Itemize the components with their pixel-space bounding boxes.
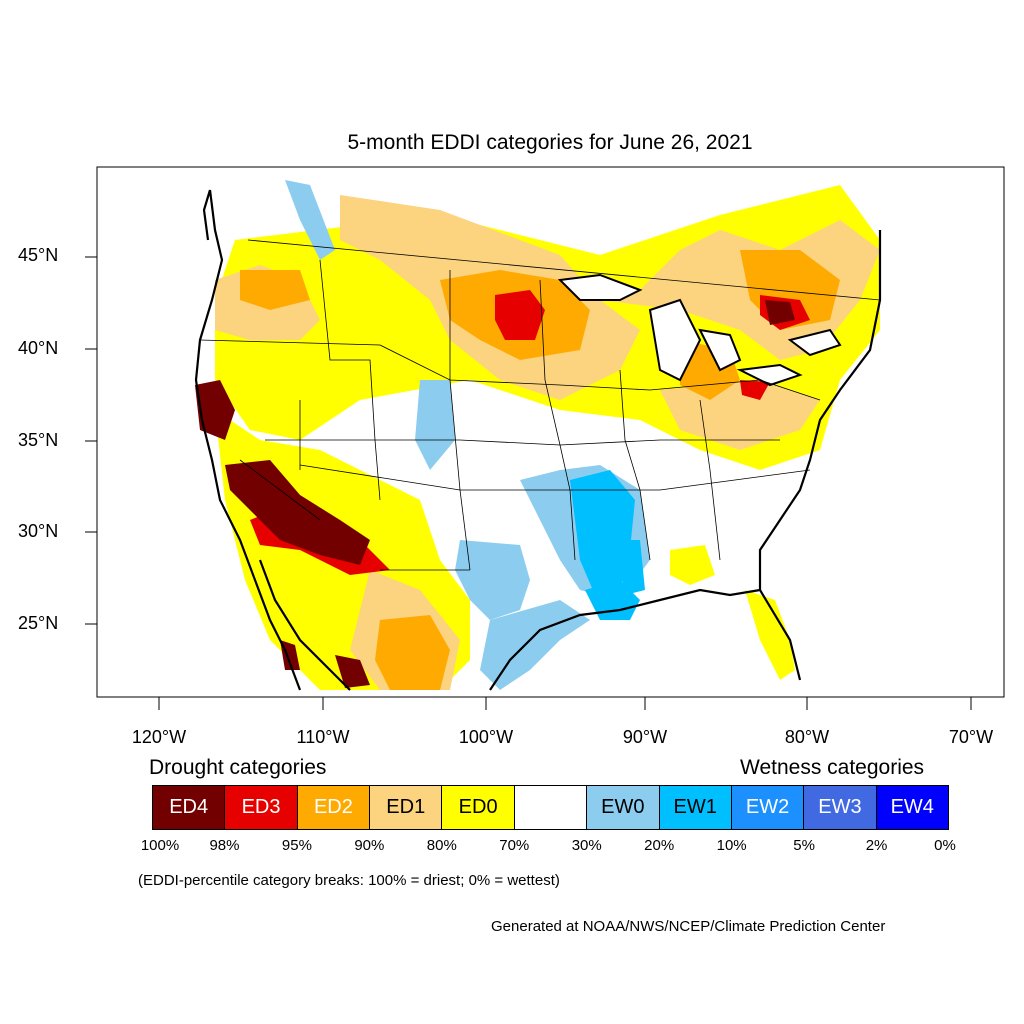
legend-swatch: EW0 xyxy=(587,786,660,829)
legend-swatch: ED2 xyxy=(297,786,371,829)
eddi-map xyxy=(85,166,1005,710)
ew0-texas xyxy=(455,540,530,620)
break-label: 5% xyxy=(793,837,815,854)
state-borders xyxy=(199,239,881,571)
wetness-heading: Wetness categories xyxy=(740,756,925,779)
break-label: 30% xyxy=(571,837,602,854)
legend-swatch: EW3 xyxy=(804,786,877,829)
drought-heading: Drought categories xyxy=(149,756,327,779)
map-frame xyxy=(96,166,1005,698)
lon-label: 100°W xyxy=(458,727,514,747)
breaks-note: (EDDI-percentile category breaks: 100% =… xyxy=(138,872,560,889)
coastline xyxy=(194,189,882,691)
lat-label: 25°N xyxy=(18,613,59,633)
break-label: 70% xyxy=(499,837,530,854)
lon-ticks xyxy=(158,697,972,710)
legend-swatch: ED4 xyxy=(153,786,226,829)
credit-line: Generated at NOAA/NWS/NCEP/Climate Predi… xyxy=(491,918,886,935)
lat-label: 40°N xyxy=(18,338,59,358)
lon-label: 120°W xyxy=(131,727,187,747)
lat-label: 30°N xyxy=(18,521,59,541)
lat-label: 45°N xyxy=(18,245,59,265)
ew1-mississippi xyxy=(615,540,645,595)
ew0-idaho xyxy=(285,180,335,260)
ed4-california xyxy=(195,380,235,440)
ed4-ontario xyxy=(765,300,795,325)
legend-swatch: ED3 xyxy=(225,786,298,829)
ew0-colorado xyxy=(415,380,455,470)
ed0-alabama xyxy=(670,545,715,585)
ew1-arkansas xyxy=(570,470,635,595)
break-label: 0% xyxy=(934,837,956,854)
legend-swatch: EW4 xyxy=(876,786,948,829)
great-lakes xyxy=(557,273,842,387)
ed0-florida xyxy=(745,590,795,680)
ed3-ohio xyxy=(740,380,770,400)
lon-label: 110°W xyxy=(296,727,350,747)
legend-swatch xyxy=(514,786,588,829)
ed2-oregon xyxy=(240,270,310,310)
break-label: 20% xyxy=(644,837,675,854)
break-label: 98% xyxy=(209,837,240,854)
ed4-southwest xyxy=(225,460,370,565)
legend-swatch: ED1 xyxy=(370,786,443,829)
lat-label: 35°N xyxy=(18,430,59,450)
lon-label: 80°W xyxy=(784,727,830,747)
map-title: 5-month EDDI categories for June 26, 202… xyxy=(347,131,753,154)
break-label: 90% xyxy=(354,837,385,854)
break-label: 10% xyxy=(716,837,747,854)
break-label: 80% xyxy=(426,837,457,854)
ed3-dakotas xyxy=(495,290,545,340)
ed1-greatlakes xyxy=(600,220,880,360)
ed2-mexico xyxy=(375,615,450,690)
break-label: 95% xyxy=(281,837,312,854)
lon-label: 70°W xyxy=(948,727,994,747)
lon-label: 90°W xyxy=(622,727,668,747)
legend-swatch: EW2 xyxy=(731,786,805,829)
break-label: 100% xyxy=(140,837,180,854)
ed1-ohio xyxy=(660,380,820,450)
lat-ticks xyxy=(85,256,97,625)
ed4-baja xyxy=(335,655,370,688)
map-body xyxy=(194,175,882,691)
ed4-baja2 xyxy=(280,640,300,670)
category-legend: ED4 ED3 ED2 ED1 ED0 EW0 EW1 EW2 EW3 EW4 xyxy=(152,785,949,830)
legend-swatch: EW1 xyxy=(659,786,732,829)
legend-swatch: ED0 xyxy=(442,786,515,829)
break-label: 2% xyxy=(865,837,888,854)
